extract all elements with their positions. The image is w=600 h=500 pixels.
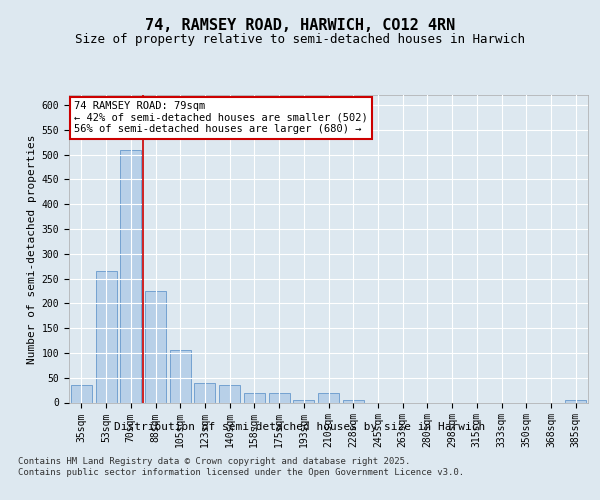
Bar bbox=[71, 385, 92, 402]
Text: 74, RAMSEY ROAD, HARWICH, CO12 4RN: 74, RAMSEY ROAD, HARWICH, CO12 4RN bbox=[145, 18, 455, 32]
Bar bbox=[145, 291, 166, 403]
Y-axis label: Number of semi-detached properties: Number of semi-detached properties bbox=[28, 134, 37, 364]
Bar bbox=[120, 150, 141, 402]
Bar bbox=[293, 400, 314, 402]
Bar bbox=[219, 385, 240, 402]
Bar bbox=[194, 382, 215, 402]
Text: Contains HM Land Registry data © Crown copyright and database right 2025.
Contai: Contains HM Land Registry data © Crown c… bbox=[18, 458, 464, 477]
Bar bbox=[244, 392, 265, 402]
Bar bbox=[565, 400, 586, 402]
Bar bbox=[269, 392, 290, 402]
Bar bbox=[170, 350, 191, 403]
Text: 74 RAMSEY ROAD: 79sqm
← 42% of semi-detached houses are smaller (502)
56% of sem: 74 RAMSEY ROAD: 79sqm ← 42% of semi-deta… bbox=[74, 101, 368, 134]
Text: Distribution of semi-detached houses by size in Harwich: Distribution of semi-detached houses by … bbox=[115, 422, 485, 432]
Bar bbox=[318, 392, 339, 402]
Bar bbox=[95, 271, 116, 402]
Text: Size of property relative to semi-detached houses in Harwich: Size of property relative to semi-detach… bbox=[75, 32, 525, 46]
Bar bbox=[343, 400, 364, 402]
